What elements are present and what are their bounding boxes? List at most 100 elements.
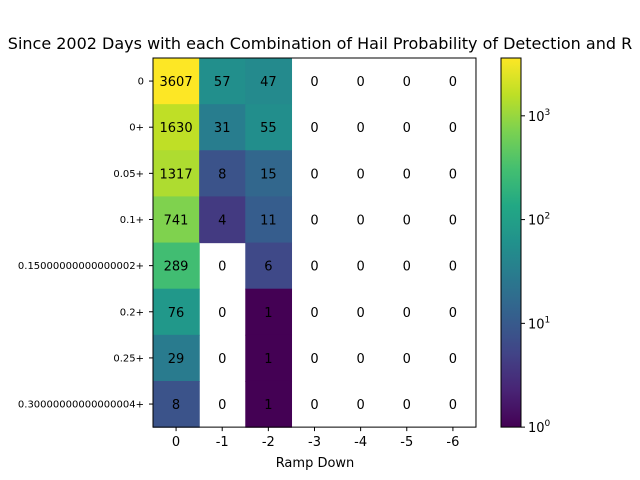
heatmap-cell (245, 334, 293, 382)
cell-value-label: 0 (403, 260, 411, 275)
cell-value-label: 0 (356, 121, 364, 136)
x-tick-label: -2 (262, 435, 275, 450)
heatmap-cell (199, 104, 246, 151)
x-tick-label: -5 (400, 435, 413, 450)
cell-value-label: 0 (310, 398, 318, 413)
y-tick-label: 0.25+ (113, 353, 144, 364)
cell-value-label: 0 (449, 167, 457, 182)
cell-value-label: 0 (403, 213, 411, 228)
cell-value-label: 0 (356, 213, 364, 228)
cell-value-label: 1630 (160, 121, 193, 136)
heatmap-cell (245, 242, 293, 290)
x-axis-label: Ramp Down (276, 456, 355, 471)
cell-value-label: 0 (403, 121, 411, 136)
cell-value-label: 3607 (160, 75, 193, 90)
heatmap-cell (245, 380, 293, 428)
cell-value-label: 0 (449, 260, 457, 275)
cell-value-label: 29 (168, 352, 185, 367)
heatmap-cell (199, 150, 246, 198)
cell-value-label: 0 (310, 121, 318, 136)
heatmap-cell (153, 58, 200, 105)
cell-value-label: 8 (172, 398, 180, 413)
x-tick-label: -4 (354, 435, 367, 450)
cell-value-label: 0 (310, 213, 318, 228)
cell-value-label: 0 (310, 260, 318, 275)
cell-value-label: 0 (403, 167, 411, 182)
heatmap-cell (153, 242, 200, 290)
cell-value-label: 0 (403, 306, 411, 321)
cell-value-label: 1317 (160, 167, 193, 182)
heatmap-cell (245, 288, 293, 336)
cell-value-label: 289 (164, 260, 189, 275)
y-tick-label: 0.30000000000000004+ (18, 400, 144, 411)
x-axis-ticks: 0 -1 -2 -3 -4 -5 -6 (172, 427, 459, 450)
heatmap-cells (153, 58, 293, 428)
cell-value-label: 0 (449, 121, 457, 136)
heatmap-cell (153, 288, 200, 336)
colorbar-tick-label: 101 (528, 315, 550, 332)
heatmap-cell (153, 334, 200, 382)
x-tick-label: 0 (172, 435, 180, 450)
x-tick-label: -6 (446, 435, 459, 450)
heatmap-cell (199, 58, 246, 105)
y-tick-label: 0.05+ (113, 169, 144, 180)
cell-value-label: 0 (218, 260, 226, 275)
cell-value-label: 0 (449, 398, 457, 413)
cell-value-label: 0 (218, 306, 226, 321)
cell-value-label: 0 (310, 306, 318, 321)
heatmap-cell (153, 150, 200, 198)
cell-value-label: 1 (264, 352, 272, 367)
cell-value-label: 0 (310, 167, 318, 182)
y-axis-ticks: 0 0+ 0.05+ 0.1+ 0.15000000000000002+ 0.2+ 0.25… (18, 77, 153, 411)
cell-value-label: 0 (356, 75, 364, 90)
heatmap-cell (153, 380, 200, 428)
colorbar-tick-label: 103 (528, 108, 550, 125)
heatmap-cell (245, 58, 293, 105)
y-tick-label: 0.15000000000000002+ (18, 261, 144, 272)
cell-value-label: 0 (449, 213, 457, 228)
cell-value-label: 0 (356, 306, 364, 321)
cell-value-label: 0 (449, 352, 457, 367)
cell-value-label: 0 (218, 398, 226, 413)
cell-value-label: 76 (168, 306, 185, 321)
cell-value-label: 31 (214, 121, 231, 136)
cell-value-label: 55 (260, 121, 277, 136)
cell-value-label: 15 (260, 167, 277, 182)
cell-value-label: 0 (356, 167, 364, 182)
cell-value-label: 4 (218, 213, 226, 228)
colorbar-tick-label: 100 (528, 419, 551, 436)
chart-title: Since 2002 Days with each Combination of… (8, 34, 632, 53)
cell-value-label: 47 (260, 75, 277, 90)
x-tick-label: -3 (308, 435, 321, 450)
colorbar-ticks: 100 101 102 103 (521, 108, 551, 436)
cell-value-label: 0 (356, 260, 364, 275)
y-tick-label: 0 (138, 77, 144, 88)
cell-value-label: 0 (310, 352, 318, 367)
y-tick-label: 0.1+ (120, 215, 144, 226)
y-tick-label: 0+ (129, 123, 144, 134)
cell-labels: 3607 57 47 0 0 0 0 1630 31 55 0 0 0 0 1317 8 15 0 0 0 0 741 4 1… (160, 75, 458, 413)
cell-value-label: 741 (164, 213, 189, 228)
heatmap-cell (245, 150, 293, 198)
cell-value-label: 0 (356, 352, 364, 367)
x-tick-label: -1 (216, 435, 229, 450)
heatmap-cell (153, 196, 200, 244)
cell-value-label: 0 (403, 75, 411, 90)
cell-value-label: 57 (214, 75, 231, 90)
heatmap-cell (153, 104, 200, 151)
cell-value-label: 8 (218, 167, 226, 182)
cell-value-label: 0 (449, 306, 457, 321)
colorbar-tick-label: 102 (528, 212, 550, 229)
cell-value-label: 0 (403, 352, 411, 367)
cell-value-label: 1 (264, 398, 272, 413)
heatmap-cell (245, 104, 293, 151)
cell-value-label: 6 (264, 260, 272, 275)
cell-value-label: 0 (356, 398, 364, 413)
y-tick-label: 0.2+ (120, 307, 144, 318)
cell-value-label: 0 (449, 75, 457, 90)
cell-value-label: 0 (218, 352, 226, 367)
cell-value-label: 1 (264, 306, 272, 321)
colorbar (500, 57, 522, 428)
heatmap-cell (199, 196, 246, 244)
